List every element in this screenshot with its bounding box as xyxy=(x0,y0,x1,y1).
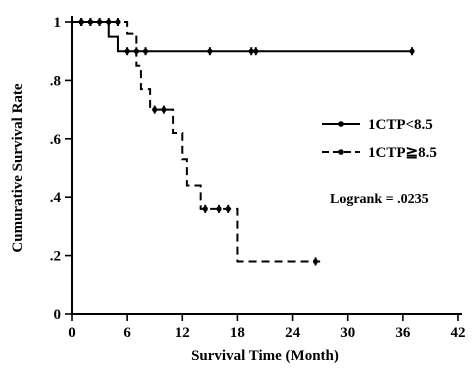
x-axis-label: Survival Time (Month) xyxy=(191,348,339,364)
censor-dot xyxy=(106,19,112,25)
axes xyxy=(71,16,462,315)
y-tick-label: .6 xyxy=(50,132,62,148)
x-tick-label: 0 xyxy=(68,325,76,341)
x-tick-label: 18 xyxy=(230,325,245,341)
legend-marker-1 xyxy=(338,121,344,127)
x-tick-label: 36 xyxy=(395,325,411,341)
censor-dot xyxy=(142,48,149,54)
censor-dot xyxy=(248,48,254,54)
ticks: 0 6 12 18 24 30 36 42 0 .2 .4 .6 .8 1 xyxy=(50,15,466,341)
x-tick-label: 12 xyxy=(175,325,190,341)
series-line-2 xyxy=(72,21,321,263)
y-tick-label: 1 xyxy=(54,15,62,31)
censor-dot xyxy=(253,48,259,54)
censor-dot xyxy=(225,206,231,212)
censor-dot xyxy=(87,19,93,25)
y-tick-label: .2 xyxy=(50,249,61,265)
y-axis-label: Cumurative Survival Rate xyxy=(10,83,26,252)
censor-dot xyxy=(96,19,103,25)
censor-dot xyxy=(202,206,208,212)
censor-dot xyxy=(312,258,319,265)
y-tick-label: .4 xyxy=(50,190,62,206)
legend-label-2: 1CTP≧8.5 xyxy=(368,145,437,161)
x-tick-label: 30 xyxy=(340,325,355,341)
censor-dot xyxy=(124,48,130,54)
censor-dot xyxy=(216,206,222,212)
legend: 1CTP<8.5 1CTP≧8.5 xyxy=(322,117,437,161)
logrank-annotation: Logrank = .0235 xyxy=(330,192,429,207)
y-tick-label: .8 xyxy=(50,73,61,89)
censor-dot xyxy=(207,48,213,54)
censor-dot xyxy=(409,48,415,54)
censor-dot xyxy=(161,107,167,113)
legend-marker-2 xyxy=(338,149,344,155)
x-tick-label: 24 xyxy=(285,325,301,341)
series-line-1 xyxy=(72,21,413,53)
x-tick-label: 6 xyxy=(123,325,131,341)
series-layer xyxy=(72,18,415,266)
x-tick-label: 42 xyxy=(451,325,466,341)
y-tick-label: 0 xyxy=(54,307,62,323)
legend-label-1: 1CTP<8.5 xyxy=(368,117,433,133)
censor-dot xyxy=(115,19,121,25)
censor-dot xyxy=(78,19,84,25)
censor-dot xyxy=(152,107,158,113)
